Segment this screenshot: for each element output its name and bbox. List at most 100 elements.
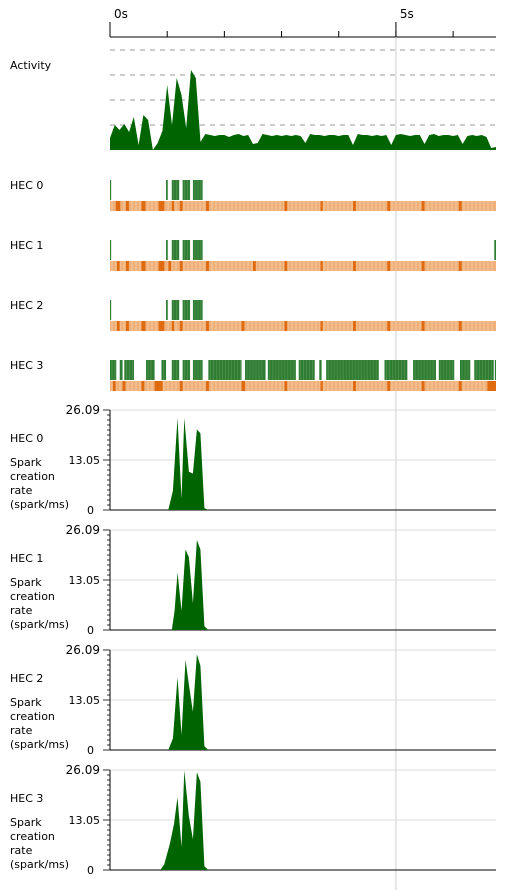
spark-area [110,770,496,870]
hec-gc-marker [206,321,209,331]
spark-metric-label: (spark/ms) [10,858,69,871]
hec-gc-marker [206,261,209,271]
spark-metric-label: rate [10,844,33,857]
hec-gc-marker [158,321,165,331]
spark-y-zero-label: 0 [87,864,94,877]
activity-label: Activity [10,59,52,72]
hec-gc-marker [126,321,129,331]
spark-metric-label: Spark [10,456,42,469]
hec-row[interactable]: HEC 3 [10,359,496,391]
spark-metric-label: creation [10,470,55,483]
spark-y-max-label: 26.09 [66,643,100,657]
hec-label: HEC 0 [10,179,43,192]
hec-gc-marker [158,201,165,211]
hec-gc-marker [206,201,209,211]
spark-metric-label: creation [10,830,55,843]
spark-hec-label: HEC 1 [10,552,43,565]
spark-y-max-label: 26.09 [66,403,100,417]
hec-running-segment [166,240,168,260]
hec-gc-marker [320,261,323,271]
hec-running-segment [494,240,496,260]
spark-metric-label: Spark [10,576,42,589]
hec-gc-marker [154,381,163,391]
hec-gc-marker [458,201,462,211]
spark-area [110,539,496,630]
hec-running-segment [326,360,379,380]
hec-gc-marker [320,321,323,331]
hec-running-segment [244,360,266,380]
hec-gc-marker [168,261,172,271]
spark-metric-label: (spark/ms) [10,738,69,751]
hec-running-segment [384,360,408,380]
spark-metric-label: (spark/ms) [10,618,69,631]
hec-running-segment [171,300,180,320]
hec-running-segment [171,360,180,380]
hec-gc-marker [387,321,391,331]
hec-gc-marker [171,321,175,331]
spark-metric-label: rate [10,724,33,737]
hec-gc-marker [284,201,288,211]
time-ruler[interactable]: 0s 5s [109,7,496,38]
hec-running-segment [474,360,494,380]
hec-running-segment [110,240,112,260]
spark-metric-label: creation [10,590,55,603]
spark-hec-label: HEC 0 [10,432,43,445]
hec-gc-marker [252,261,256,271]
hec-gc-marker [421,381,425,391]
hec-running-segment [146,360,155,380]
hec-gc-marker [116,321,120,331]
hec-running-segment [494,360,496,380]
hec-gc-marker [284,321,288,331]
hec-gc-marker [353,261,356,271]
spark-y-zero-label: 0 [87,504,94,517]
ruler-tick-label: 5s [400,7,414,21]
hec-label: HEC 2 [10,299,43,312]
hec-gc-marker [179,381,183,391]
hec-gc-marker [353,201,356,211]
activity-row[interactable]: Activity [10,49,496,150]
spark-metric-label: Spark [10,696,42,709]
spark-y-mid-label: 13.05 [69,814,101,827]
spark-y-max-label: 26.09 [66,763,100,777]
hec-gc-marker [353,381,356,391]
hec-row[interactable]: HEC 0 [10,179,496,211]
hec-gc-marker [421,321,425,331]
hec-gc-marker [126,261,129,271]
hec-running-segment [171,180,180,200]
hec-row[interactable]: HEC 1 [10,239,496,271]
hec-running-segment [166,180,168,200]
hec-label: HEC 3 [10,359,43,372]
hec-running-segment [319,360,322,380]
hec-running-segment [166,300,168,320]
hec-label: HEC 1 [10,239,43,252]
hec-row[interactable]: HEC 2 [10,299,496,331]
spark-y-max-label: 26.09 [66,523,100,537]
spark-metric-label: creation [10,710,55,723]
spark-chart[interactable]: 26.09 13.05 0 HEC 3 Sparkcreationrate(spark/… [10,763,496,877]
hec-gc-marker [387,201,391,211]
hec-gc-bar [110,201,496,211]
hec-gc-marker [126,201,129,211]
hec-running-segment [110,300,112,320]
hec-gc-marker [387,261,391,271]
spark-metric-label: Spark [10,816,42,829]
hec-gc-marker [241,381,245,391]
hec-gc-marker [241,321,245,331]
hec-gc-marker [458,321,462,331]
hec-gc-bar [110,381,496,391]
hec-gc-marker [179,321,183,331]
spark-metric-label: rate [10,604,33,617]
hec-gc-marker [179,201,183,211]
spark-chart[interactable]: 26.09 13.05 0 HEC 1 Sparkcreationrate(spark/… [10,523,496,637]
hec-gc-marker [487,381,496,391]
hec-gc-marker [141,321,146,331]
hec-running-segment [110,180,112,200]
spark-chart[interactable]: 26.09 13.05 0 HEC 0 Sparkcreationrate(spark/… [10,403,496,517]
hec-gc-bar [110,261,496,271]
hec-running-segment [182,360,191,380]
spark-hec-label: HEC 2 [10,672,43,685]
spark-chart[interactable]: 26.09 13.05 0 HEC 2 Sparkcreationrate(spark/… [10,643,496,757]
ruler-tick-label: 0s [114,7,128,21]
spark-y-zero-label: 0 [87,744,94,757]
